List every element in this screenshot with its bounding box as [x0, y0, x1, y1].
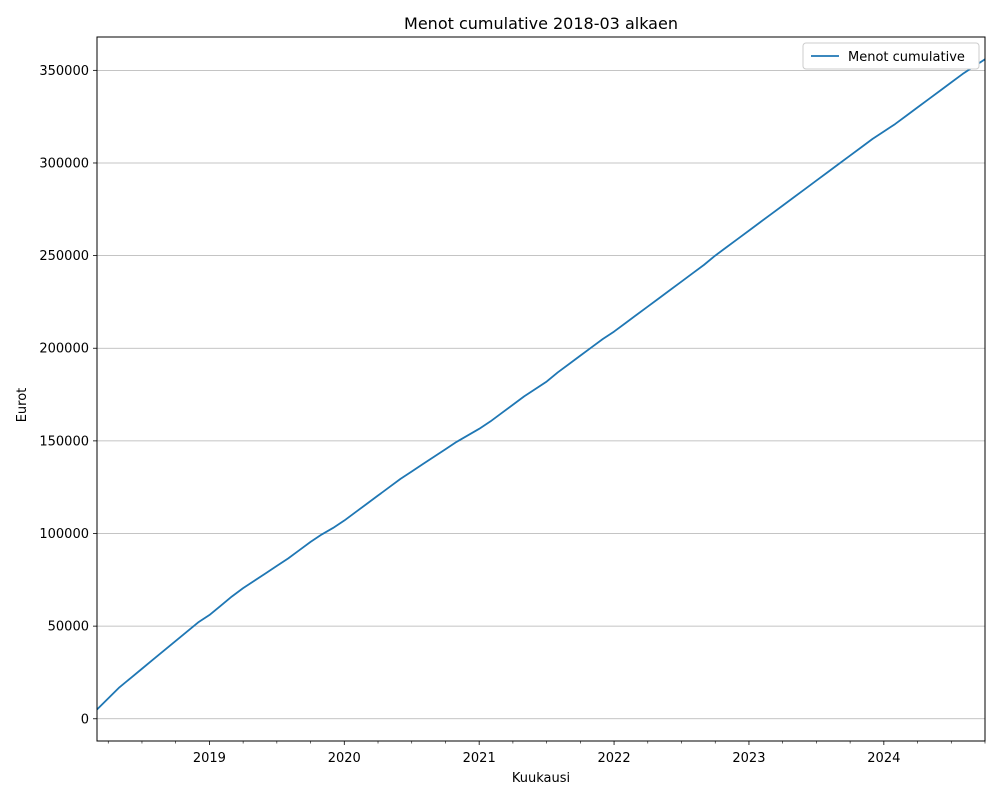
y-tick-label: 300000 [39, 156, 89, 171]
x-tick-label: 2019 [193, 751, 226, 766]
legend-box [802, 42, 980, 70]
y-axis-label: Eurot [15, 388, 30, 423]
legend: Menot cumulative [802, 42, 980, 70]
x-tick-label: 2020 [328, 751, 361, 766]
y-tick-label: 250000 [39, 249, 89, 264]
series-line-menot-cumulative [96, 58, 986, 711]
chart-title: Menot cumulative 2018-03 alkaen [404, 14, 678, 33]
x-tick-label: 2022 [598, 751, 631, 766]
y-tick-label: 150000 [39, 434, 89, 449]
plot-frame [96, 36, 986, 742]
x-axis-ticks: 2019 2020 2021 2022 2023 2024 [107, 741, 986, 766]
x-tick-label: 2021 [463, 751, 496, 766]
y-gridlines [97, 69, 985, 720]
y-tick-label: 350000 [39, 64, 89, 79]
y-tick-label: 50000 [48, 620, 89, 635]
x-tick-label: 2023 [732, 751, 765, 766]
y-tick-label: 100000 [39, 527, 89, 542]
legend-label-menot-cumulative: Menot cumulative [848, 50, 965, 65]
y-axis-ticks: 0 50000 100000 150000 200000 250000 300000 3500… [39, 64, 97, 727]
y-tick-label: 0 [81, 712, 89, 727]
y-tick-label: 200000 [39, 342, 89, 357]
x-tick-label: 2024 [867, 751, 900, 766]
x-axis-label: Kuukausi [512, 771, 570, 786]
